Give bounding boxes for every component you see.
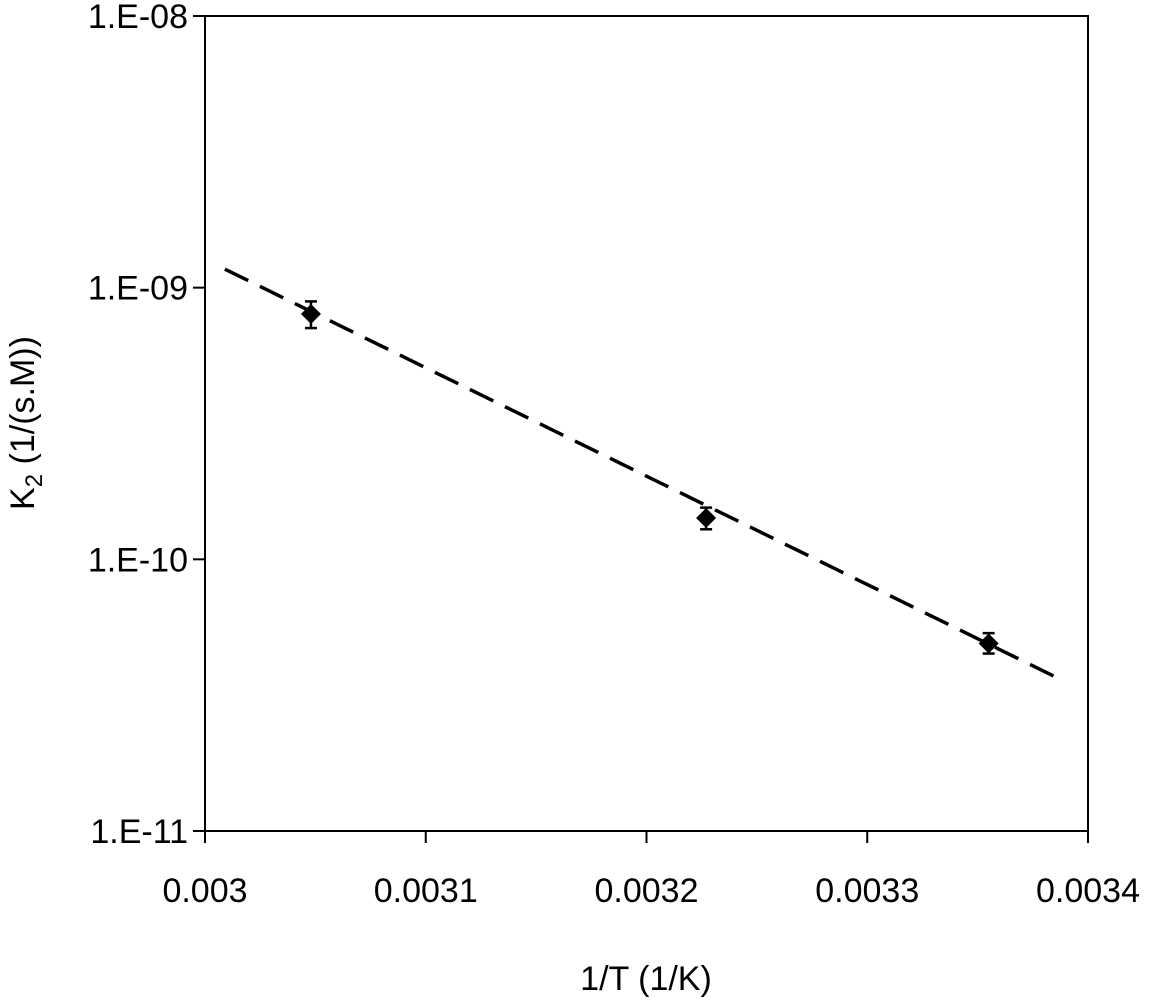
x-tick-label-2: 0.0032 xyxy=(595,872,699,910)
y-tick-label-0: 1.E-11 xyxy=(90,813,188,851)
x-axis-title: 1/T (1/K) xyxy=(580,960,712,998)
x-tick-label-3: 0.0033 xyxy=(815,872,919,910)
y-axis-ticks: 1.E-11 1.E-10 1.E-09 1.E-08 xyxy=(88,0,205,851)
y-axis-title-rest: (1/(s.M)) xyxy=(4,336,42,474)
data-points xyxy=(300,300,999,655)
data-point-0 xyxy=(300,300,321,330)
x-tick-label-4: 0.0034 xyxy=(1036,872,1140,910)
y-tick-label-3: 1.E-08 xyxy=(88,0,188,36)
x-tick-label-1: 0.0031 xyxy=(374,872,478,910)
data-point-1 xyxy=(696,506,717,531)
y-axis-title-subscript: 2 xyxy=(21,474,48,487)
diamond-marker-0 xyxy=(300,303,321,324)
diamond-marker-2 xyxy=(978,633,999,654)
y-tick-label-1: 1.E-10 xyxy=(88,541,188,579)
data-point-2 xyxy=(978,631,999,655)
diamond-marker-1 xyxy=(696,507,717,528)
x-tick-label-0: 0.003 xyxy=(162,872,247,910)
y-axis-title-base: K xyxy=(4,487,42,510)
y-tick-label-2: 1.E-09 xyxy=(88,270,188,308)
plot-area xyxy=(204,15,1089,832)
y-axis-title: K2 (1/(s.M)) xyxy=(4,336,48,510)
x-axis-ticks: 0.003 0.0031 0.0032 0.0033 0.0034 xyxy=(162,831,1140,910)
